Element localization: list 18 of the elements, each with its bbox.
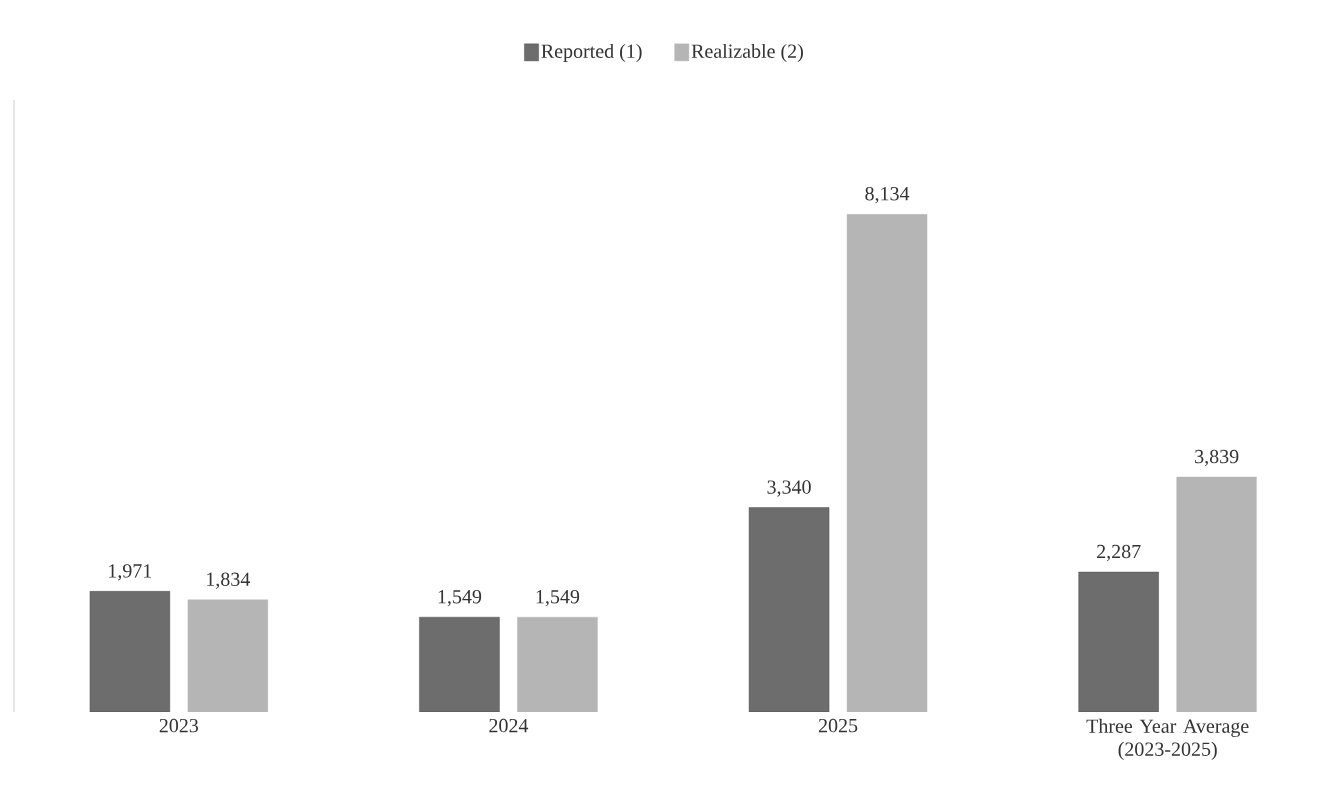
x-tick-label: 2025 bbox=[818, 718, 858, 733]
bar bbox=[1078, 571, 1159, 712]
bar bbox=[89, 591, 171, 712]
data-label: 3,839 bbox=[1195, 449, 1239, 467]
data-label: 2,287 bbox=[1097, 544, 1141, 562]
legend-label: Realizable (2) bbox=[691, 43, 803, 63]
bar bbox=[419, 616, 500, 712]
data-label: 3,340 bbox=[767, 480, 811, 497]
data-label: 1,549 bbox=[536, 590, 580, 607]
bar bbox=[748, 507, 830, 712]
data-label: 1,971 bbox=[109, 564, 152, 581]
legend-label: Reported (1) bbox=[541, 43, 642, 63]
x-tick-label: 2023 bbox=[159, 718, 199, 733]
x-tick-label: Three Year Average (2023-2025) bbox=[1086, 718, 1249, 760]
data-label: 1,834 bbox=[207, 572, 251, 589]
x-tick-label: 2024 bbox=[489, 718, 529, 733]
data-label: 8,134 bbox=[865, 186, 910, 204]
data-label: 1,549 bbox=[438, 590, 482, 607]
